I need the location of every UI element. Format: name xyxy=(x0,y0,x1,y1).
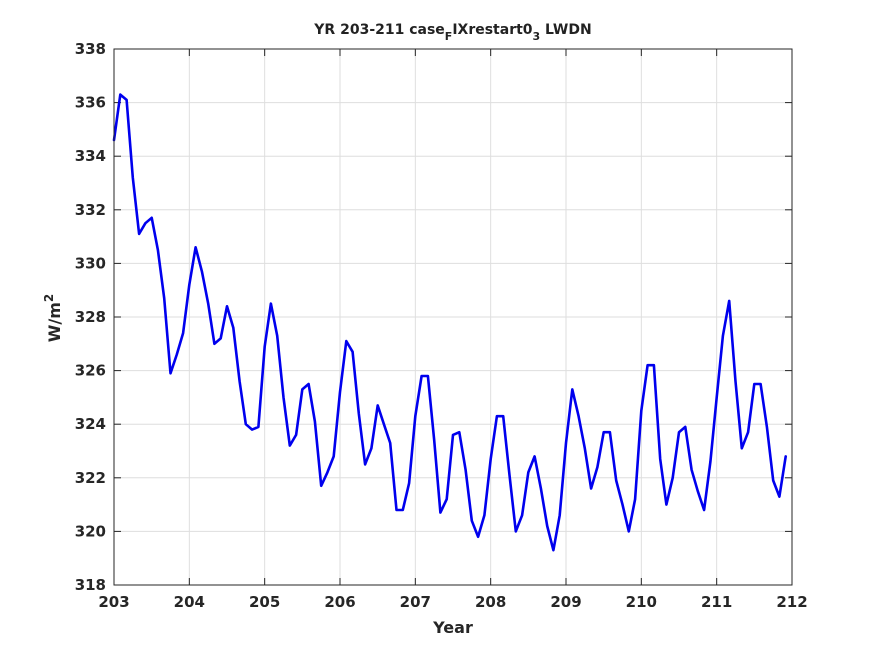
x-tick-label: 210 xyxy=(626,593,657,611)
x-tick-label: 206 xyxy=(324,593,355,611)
y-tick-label: 330 xyxy=(75,254,106,272)
x-tick-label: 207 xyxy=(400,593,431,611)
x-tick-label: 211 xyxy=(701,593,732,611)
y-tick-label: 336 xyxy=(75,94,106,112)
y-tick-label: 324 xyxy=(75,415,106,433)
y-tick-label: 318 xyxy=(75,576,106,594)
grid xyxy=(113,48,793,586)
x-tick-label: 205 xyxy=(249,593,280,611)
x-axis-label: Year xyxy=(432,618,473,637)
chart-title: YR 203-211 caseFIXrestart03 LWDN xyxy=(313,22,591,43)
x-tick-label: 209 xyxy=(550,593,581,611)
x-tick-label: 212 xyxy=(776,593,807,611)
y-tick-label: 332 xyxy=(75,201,106,219)
y-tick-label: 326 xyxy=(75,362,106,380)
y-tick-label: 320 xyxy=(75,522,106,540)
y-tick-label: 338 xyxy=(75,40,106,58)
x-tick-label: 203 xyxy=(98,593,129,611)
tick-labels: 203 204 205 206 207 208 209 210 211 212 318 320 322 3… xyxy=(75,40,808,611)
y-axis-label: W/m2 xyxy=(42,294,64,343)
series-line xyxy=(112,93,787,552)
y-tick-label: 334 xyxy=(75,147,106,165)
x-tick-label: 204 xyxy=(174,593,205,611)
y-tick-label: 322 xyxy=(75,469,106,487)
plot-frame xyxy=(113,48,793,586)
y-tick-label: 328 xyxy=(75,308,106,326)
x-tick-label: 208 xyxy=(475,593,506,611)
